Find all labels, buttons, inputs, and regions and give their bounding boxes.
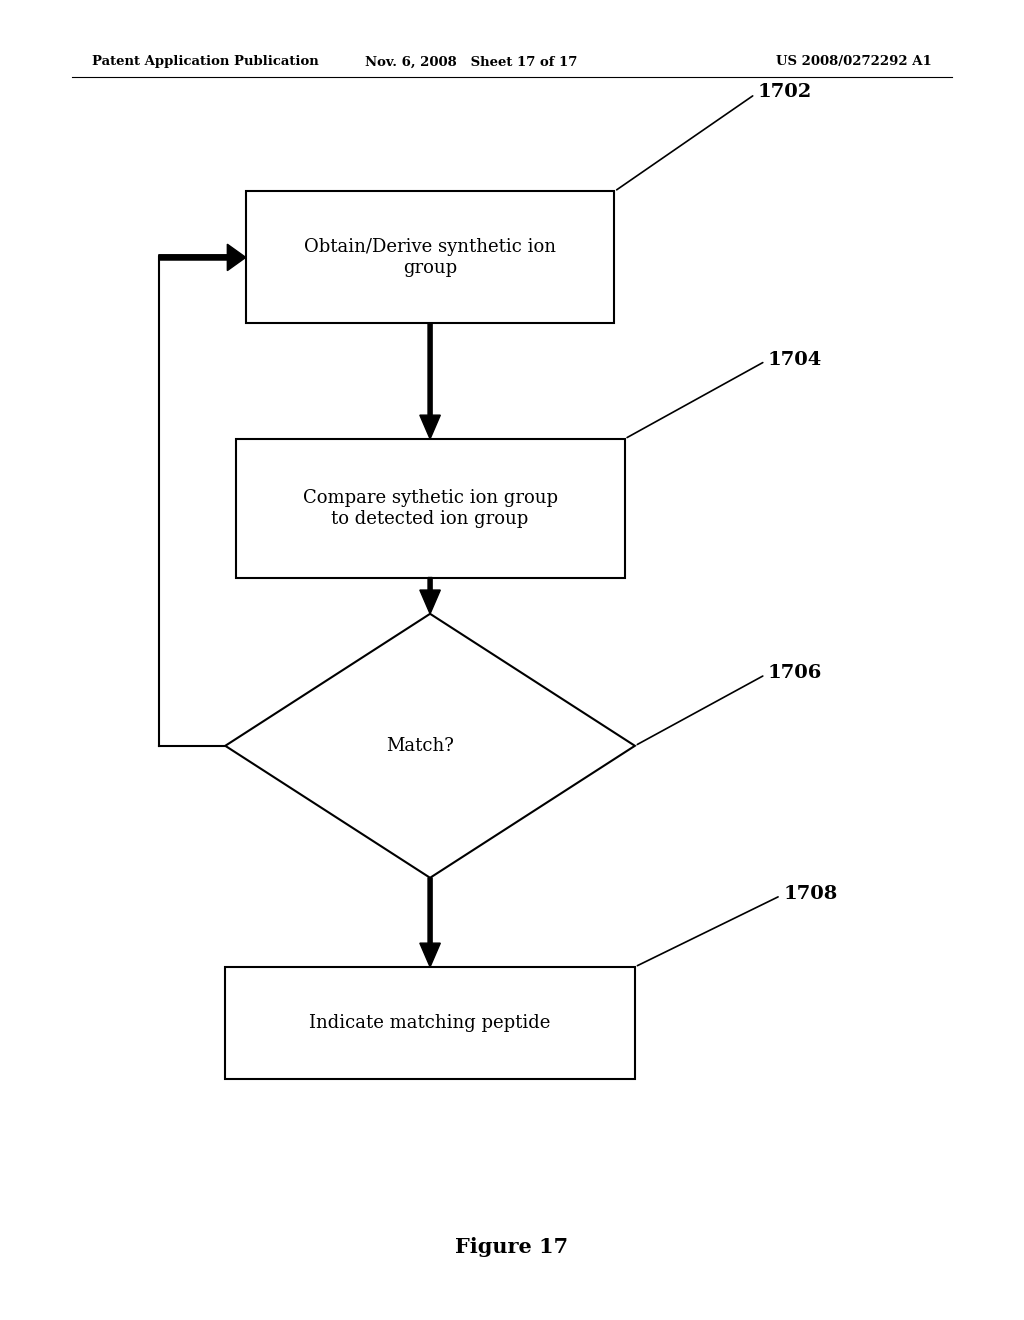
- Text: 1706: 1706: [637, 664, 822, 744]
- Text: US 2008/0272292 A1: US 2008/0272292 A1: [776, 55, 932, 69]
- Text: Indicate matching peptide: Indicate matching peptide: [309, 1014, 551, 1032]
- Text: Match?: Match?: [386, 737, 454, 755]
- FancyBboxPatch shape: [236, 438, 625, 578]
- FancyArrow shape: [159, 244, 246, 271]
- Text: Obtain/Derive synthetic ion
group: Obtain/Derive synthetic ion group: [304, 238, 556, 277]
- FancyArrow shape: [420, 323, 440, 438]
- FancyBboxPatch shape: [225, 966, 635, 1080]
- FancyArrow shape: [420, 578, 440, 614]
- Polygon shape: [225, 614, 635, 878]
- Text: Patent Application Publication: Patent Application Publication: [92, 55, 318, 69]
- Text: 1702: 1702: [616, 83, 812, 190]
- Text: 1704: 1704: [627, 351, 822, 437]
- FancyBboxPatch shape: [246, 191, 614, 323]
- Text: 1708: 1708: [637, 886, 838, 966]
- FancyArrow shape: [420, 878, 440, 966]
- Text: Figure 17: Figure 17: [456, 1237, 568, 1258]
- Text: Nov. 6, 2008   Sheet 17 of 17: Nov. 6, 2008 Sheet 17 of 17: [365, 55, 578, 69]
- Text: Compare sythetic ion group
to detected ion group: Compare sythetic ion group to detected i…: [302, 488, 558, 528]
